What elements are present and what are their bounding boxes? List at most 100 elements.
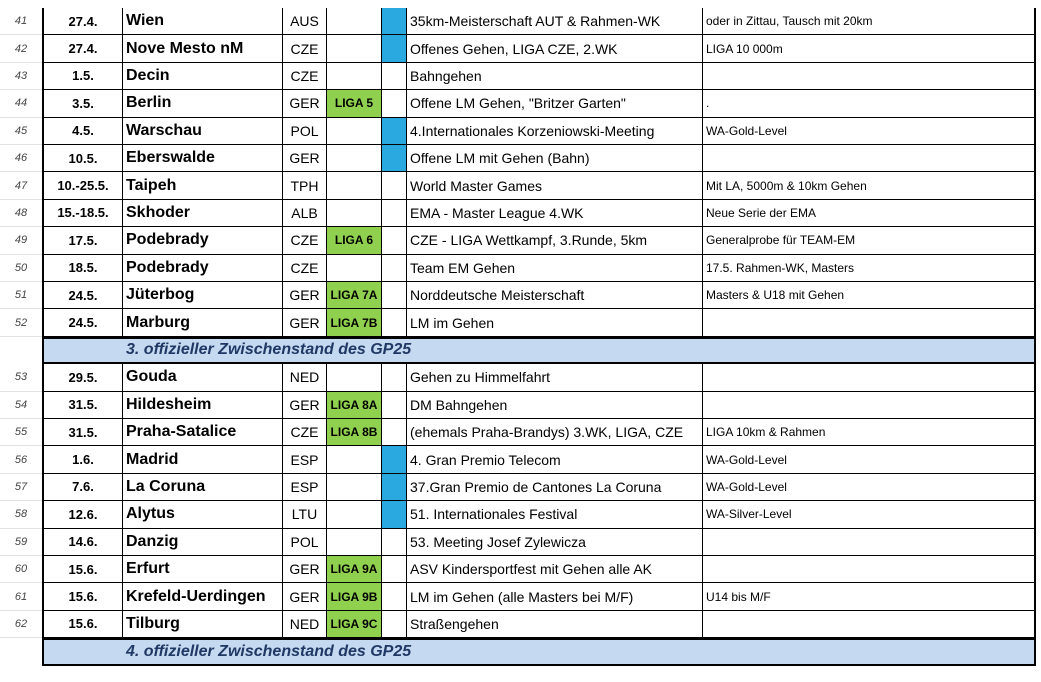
row-number-cell[interactable]: 54	[0, 392, 42, 419]
date-cell[interactable]: 10.-25.5.	[42, 172, 123, 200]
city-cell[interactable]: Tilburg	[123, 610, 283, 639]
city-cell[interactable]: Krefeld-Uerdingen	[123, 583, 283, 611]
note-cell[interactable]: Masters & U18 mit Gehen	[703, 282, 1036, 310]
event-cell[interactable]: 37.Gran Premio de Cantones La Coruna	[406, 473, 703, 502]
country-cell[interactable]: CZE	[283, 254, 327, 282]
country-cell[interactable]: CZE	[283, 35, 327, 63]
event-cell[interactable]: Bahngehen	[406, 62, 703, 91]
note-cell[interactable]: WA-Gold-Level	[703, 446, 1036, 474]
event-cell[interactable]: 51. Internationales Festival	[406, 501, 703, 529]
row-number-cell[interactable]: 52	[0, 309, 42, 337]
city-cell[interactable]: Nove Mesto nM	[123, 35, 283, 63]
country-cell[interactable]: GER	[283, 90, 327, 118]
event-cell[interactable]: 4.Internationales Korzeniowski-Meeting	[406, 117, 703, 145]
country-cell[interactable]: ESP	[283, 473, 327, 502]
row-number-cell[interactable]: 41	[0, 8, 42, 36]
note-cell[interactable]: Neue Serie der EMA	[703, 199, 1036, 228]
note-cell[interactable]	[703, 391, 1036, 419]
date-cell[interactable]: 3.5.	[42, 90, 123, 118]
liga-cell[interactable]: LIGA 6	[327, 227, 382, 255]
date-cell[interactable]: 14.6.	[42, 528, 123, 556]
event-cell[interactable]: LM im Gehen (alle Masters bei M/F)	[406, 583, 703, 611]
liga-cell[interactable]	[327, 35, 382, 63]
date-cell[interactable]: 31.5.	[42, 391, 123, 419]
liga-cell[interactable]	[327, 528, 382, 556]
city-cell[interactable]: Warschau	[123, 117, 283, 145]
liga-cell[interactable]: LIGA 9C	[327, 610, 382, 639]
city-cell[interactable]: Decin	[123, 62, 283, 91]
row-number-cell[interactable]: 42	[0, 35, 42, 63]
country-cell[interactable]: GER	[283, 145, 327, 173]
note-cell[interactable]: Generalprobe für TEAM-EM	[703, 227, 1036, 255]
note-cell[interactable]: LIGA 10 000m	[703, 35, 1036, 63]
highlight-marker-cell[interactable]	[382, 446, 406, 474]
liga-cell[interactable]	[327, 172, 382, 200]
date-cell[interactable]: 1.6.	[42, 446, 123, 474]
date-cell[interactable]: 7.6.	[42, 473, 123, 502]
highlight-marker-cell[interactable]	[382, 90, 406, 118]
event-cell[interactable]: Team EM Gehen	[406, 254, 703, 282]
date-cell[interactable]: 15.-18.5.	[42, 199, 123, 228]
row-number-cell[interactable]: 45	[0, 118, 42, 145]
city-cell[interactable]: Marburg	[123, 309, 283, 337]
highlight-marker-cell[interactable]	[382, 200, 406, 228]
event-cell[interactable]: Gehen zu Himmelfahrt	[406, 364, 703, 392]
row-number-cell[interactable]: 43	[0, 63, 42, 91]
date-cell[interactable]: 17.5.	[42, 227, 123, 255]
country-cell[interactable]: CZE	[283, 62, 327, 91]
date-cell[interactable]: 29.5.	[42, 364, 123, 392]
date-cell[interactable]: 24.5.	[42, 282, 123, 310]
country-cell[interactable]: ESP	[283, 446, 327, 474]
event-cell[interactable]: Straßengehen	[406, 610, 703, 639]
date-cell[interactable]: 27.4.	[42, 8, 123, 36]
row-number-cell[interactable]: 62	[0, 611, 42, 639]
event-cell[interactable]: 35km-Meisterschaft AUT & Rahmen-WK	[406, 8, 703, 36]
city-cell[interactable]: Eberswalde	[123, 145, 283, 173]
city-cell[interactable]: Podebrady	[123, 227, 283, 255]
note-cell[interactable]	[703, 528, 1036, 556]
liga-cell[interactable]	[327, 145, 382, 173]
liga-cell[interactable]: LIGA 9A	[327, 556, 382, 584]
country-cell[interactable]: CZE	[283, 419, 327, 447]
note-cell[interactable]	[703, 556, 1036, 584]
row-number-cell[interactable]: 61	[0, 583, 42, 611]
row-number-cell[interactable]: 49	[0, 227, 42, 255]
event-cell[interactable]: LM im Gehen	[406, 309, 703, 337]
liga-cell[interactable]: LIGA 7B	[327, 309, 382, 337]
note-cell[interactable]	[703, 309, 1036, 337]
country-cell[interactable]: GER	[283, 556, 327, 584]
note-cell[interactable]: WA-Silver-Level	[703, 501, 1036, 529]
row-number-cell[interactable]: 53	[0, 364, 42, 392]
row-number-cell[interactable]: 48	[0, 200, 42, 228]
highlight-marker-cell[interactable]	[382, 611, 406, 639]
liga-cell[interactable]	[327, 199, 382, 228]
highlight-marker-cell[interactable]	[382, 255, 406, 282]
event-cell[interactable]: DM Bahngehen	[406, 391, 703, 419]
note-cell[interactable]	[703, 610, 1036, 639]
note-cell[interactable]: Mit LA, 5000m & 10km Gehen	[703, 172, 1036, 200]
liga-cell[interactable]	[327, 62, 382, 91]
note-cell[interactable]	[703, 62, 1036, 91]
highlight-marker-cell[interactable]	[382, 172, 406, 200]
liga-cell[interactable]	[327, 473, 382, 502]
note-cell[interactable]: U14 bis M/F	[703, 583, 1036, 611]
date-cell[interactable]: 4.5.	[42, 117, 123, 145]
row-number-cell[interactable]: 46	[0, 145, 42, 173]
city-cell[interactable]: La Coruna	[123, 473, 283, 502]
country-cell[interactable]: POL	[283, 528, 327, 556]
liga-cell[interactable]	[327, 501, 382, 529]
city-cell[interactable]: Gouda	[123, 364, 283, 392]
event-cell[interactable]: Offenes Gehen, LIGA CZE, 2.WK	[406, 35, 703, 63]
row-number-cell[interactable]: 60	[0, 556, 42, 584]
event-cell[interactable]: Offene LM Gehen, "Britzer Garten"	[406, 90, 703, 118]
liga-cell[interactable]: LIGA 9B	[327, 583, 382, 611]
city-cell[interactable]: Hildesheim	[123, 391, 283, 419]
date-cell[interactable]: 15.6.	[42, 610, 123, 639]
highlight-marker-cell[interactable]	[382, 63, 406, 91]
liga-cell[interactable]: LIGA 8A	[327, 391, 382, 419]
city-cell[interactable]: Podebrady	[123, 254, 283, 282]
liga-cell[interactable]	[327, 8, 382, 36]
note-cell[interactable]	[703, 364, 1036, 392]
city-cell[interactable]: Alytus	[123, 501, 283, 529]
country-cell[interactable]: GER	[283, 282, 327, 310]
